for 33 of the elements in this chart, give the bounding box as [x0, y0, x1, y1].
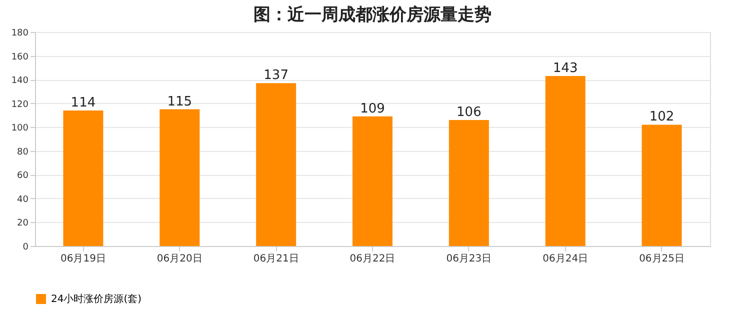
x-tick-label: 06月25日	[639, 254, 685, 264]
bar	[256, 83, 296, 246]
y-tick-label: 120	[11, 100, 29, 110]
y-tick-label: 140	[11, 76, 29, 86]
data-label: 137	[264, 68, 288, 84]
y-tick-label: 20	[17, 218, 29, 229]
x-tick-label: 06月19日	[60, 254, 106, 264]
data-label: 102	[649, 110, 674, 125]
bar	[448, 120, 489, 246]
x-tick-label: 06月23日	[446, 254, 492, 264]
legend-label: 24小时涨价房源(套)	[51, 293, 142, 305]
y-tick-label: 180	[11, 28, 29, 38]
bar	[352, 116, 392, 246]
bar	[160, 109, 200, 246]
y-tick-label: 40	[17, 194, 29, 205]
y-tick-label: 0	[22, 242, 29, 252]
data-label: 106	[456, 104, 482, 120]
x-tick-label: 06月24日	[542, 254, 588, 264]
bar	[642, 124, 682, 246]
bar	[63, 110, 104, 246]
data-label: 115	[167, 94, 192, 110]
chart-title: 图：近一周成都涨价房源量走势	[254, 5, 492, 25]
data-label: 114	[70, 95, 96, 110]
x-tick-label: 06月21日	[253, 254, 299, 264]
y-tick-label: 100	[11, 124, 29, 134]
y-tick-label: 60	[17, 171, 29, 182]
y-tick-label: 160	[11, 52, 29, 62]
x-tick-label: 06月20日	[156, 254, 202, 264]
x-tick-label: 06月22日	[350, 254, 396, 264]
y-tick-label: 80	[17, 147, 29, 158]
bar	[545, 76, 586, 246]
data-label: 109	[360, 101, 385, 116]
data-label: 143	[552, 60, 578, 76]
